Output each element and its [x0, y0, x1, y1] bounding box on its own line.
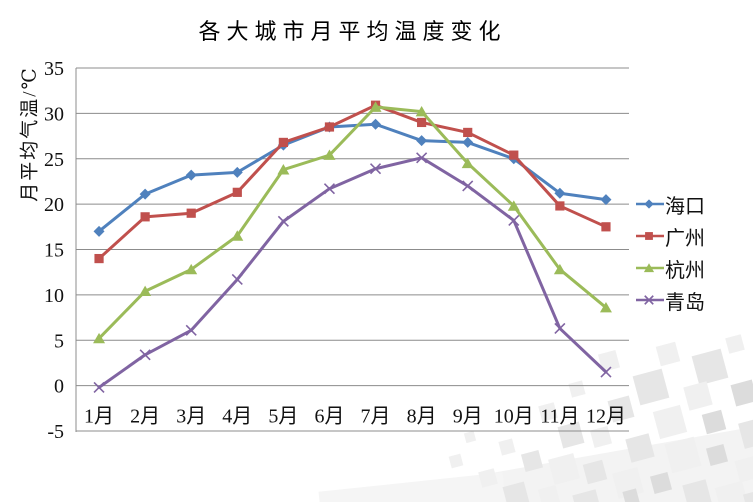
- x-tick-label: 9月: [453, 406, 483, 428]
- legend-marker-icon: [636, 199, 664, 209]
- square-marker: [509, 150, 519, 160]
- triangle-marker: [507, 200, 520, 211]
- diamond-marker: [644, 199, 654, 209]
- triangle-marker: [185, 263, 198, 275]
- square-marker: [601, 222, 611, 232]
- x-marker: [508, 214, 520, 227]
- triangle-marker: [415, 105, 428, 117]
- legend-marker-icon: [636, 232, 664, 240]
- legend-item-2: 广州: [636, 220, 705, 252]
- x-tick-label: 4月: [222, 406, 252, 428]
- x-marker: [139, 349, 151, 361]
- diamond-marker: [370, 118, 382, 130]
- legend: 海口 广州 杭州 青岛: [636, 188, 705, 316]
- triangle-marker: [323, 149, 336, 160]
- diamond-marker: [185, 169, 197, 181]
- triangle-marker: [369, 101, 382, 112]
- square-marker: [140, 212, 150, 222]
- x-marker: [93, 381, 105, 394]
- square-marker: [324, 122, 335, 132]
- y-tick-labels: 35 30 25 20 15 10 5 0 -5: [44, 58, 64, 443]
- series-line: [97, 103, 608, 261]
- x-marker: [369, 163, 382, 175]
- triangle-marker: [643, 263, 655, 273]
- x-marker: [462, 180, 474, 192]
- x-tick-label: 11月: [540, 406, 579, 428]
- legend-marker-icon: [636, 295, 664, 305]
- x-marker: [416, 152, 428, 164]
- y-tick-label: 35: [44, 58, 64, 80]
- legend-label: 广州: [665, 227, 705, 250]
- x-marker: [185, 324, 197, 336]
- square-marker: [645, 232, 653, 240]
- legend-item-1: 海口: [636, 188, 705, 220]
- y-axis-title: 月平均气温/℃: [19, 66, 41, 202]
- legend-label: 杭州: [665, 259, 705, 282]
- square-marker: [278, 137, 288, 148]
- y-tick-label: 25: [44, 149, 64, 171]
- square-marker: [555, 201, 565, 211]
- x-tick-label: 6月: [314, 406, 344, 428]
- square-marker: [232, 187, 242, 197]
- series-4: [93, 152, 612, 394]
- y-tick-label: 0: [54, 376, 64, 398]
- x-tick-label: 10月: [494, 406, 534, 428]
- x-marker: [644, 295, 654, 305]
- square-marker: [94, 253, 104, 264]
- x-tick-label: 1月: [84, 406, 114, 428]
- x-tick-label: 3月: [176, 406, 206, 428]
- diamond-marker: [554, 187, 566, 199]
- y-tick-label: 20: [44, 194, 64, 216]
- square-marker: [463, 127, 473, 138]
- x-marker: [231, 273, 243, 286]
- square-marker: [186, 208, 196, 218]
- y-tick-label: 10: [44, 285, 64, 307]
- triangle-marker: [599, 301, 612, 313]
- x-tick-label: 12月: [586, 406, 626, 428]
- x-marker: [277, 215, 289, 227]
- y-tick-label: 15: [44, 240, 64, 262]
- series-line: [97, 105, 608, 340]
- diamond-marker: [600, 194, 612, 206]
- series-line: [97, 156, 608, 389]
- x-marker: [554, 322, 566, 335]
- legend-item-4: 青岛: [636, 284, 705, 316]
- x-tick-label: 7月: [361, 406, 391, 428]
- diamond-marker: [416, 135, 428, 147]
- x-tick-labels: 1月 2月 3月 4月 5月 6月 7月 8月 9月 10月 11月 12月: [84, 406, 626, 428]
- square-marker: [417, 117, 427, 128]
- diamond-marker: [139, 188, 151, 200]
- y-tick-label: -5: [47, 421, 64, 443]
- legend-label: 海口: [665, 195, 705, 218]
- diamond-marker: [231, 166, 243, 178]
- triangle-marker: [277, 164, 290, 175]
- triangle-marker: [231, 230, 244, 241]
- y-tick-label: 30: [44, 103, 64, 125]
- legend-item-3: 杭州: [636, 252, 705, 284]
- series-2: [94, 100, 611, 264]
- x-tick-label: 5月: [268, 406, 298, 428]
- triangle-marker: [461, 157, 474, 169]
- x-tick-label: 8月: [407, 406, 437, 428]
- diamond-marker: [93, 225, 105, 237]
- series-3: [93, 101, 612, 344]
- diamond-marker: [462, 136, 474, 148]
- x-marker: [600, 366, 612, 378]
- legend-marker-icon: [636, 263, 664, 273]
- chart-title: 各大城市月平均温度变化: [198, 19, 507, 44]
- triangle-marker: [553, 263, 566, 275]
- y-tick-label: 5: [54, 330, 64, 352]
- gridlines: [76, 67, 629, 432]
- x-marker: [323, 183, 336, 195]
- legend-label: 青岛: [665, 291, 705, 314]
- x-tick-label: 2月: [130, 406, 160, 428]
- triangle-marker: [93, 332, 106, 344]
- triangle-marker: [139, 285, 152, 297]
